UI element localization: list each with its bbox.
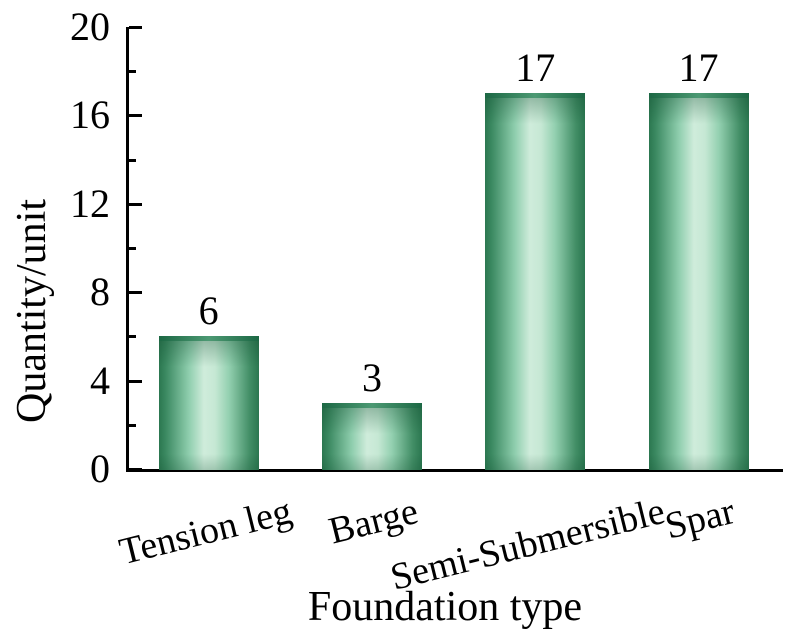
y-tick-major (129, 26, 142, 29)
y-tick-label: 8 (90, 269, 110, 315)
y-tick-major (129, 468, 142, 471)
bar-cap (321, 402, 422, 408)
bar-sheen-top (321, 407, 422, 434)
x-category-label: Barge (324, 490, 422, 553)
y-tick-label: 4 (90, 357, 110, 403)
x-axis-title: Foundation type (307, 584, 583, 630)
bar-sheen-bottom (158, 453, 259, 470)
bar (648, 93, 749, 470)
bar-value-label: 3 (361, 354, 382, 400)
y-tick-label: 16 (70, 92, 110, 138)
y-tick-minor (129, 70, 136, 74)
bar (321, 402, 422, 470)
bar-value-label: 17 (678, 45, 719, 91)
bar-sheen-bottom (485, 453, 586, 470)
x-category-label: Spar (661, 490, 740, 548)
bar-cap (158, 336, 259, 342)
bar-value-label: 17 (515, 45, 556, 91)
y-tick-major (129, 379, 142, 383)
y-tick-minor (129, 158, 136, 162)
bar-cap (485, 93, 586, 99)
bar-sheen-top (158, 341, 259, 368)
y-tick-label: 20 (70, 4, 110, 49)
bar-sheen-top (485, 98, 586, 125)
y-axis-spine (126, 27, 129, 472)
bar-sheen-bottom (321, 453, 422, 470)
y-tick-minor (129, 247, 136, 250)
bar-value-label: 6 (198, 288, 219, 334)
y-tick-major (129, 291, 142, 295)
x-axis-spine (126, 469, 783, 472)
y-tick-minor (129, 423, 136, 427)
y-tick-label: 12 (70, 180, 110, 226)
x-category-label: Tension leg (115, 490, 296, 574)
bar-cap (648, 93, 749, 99)
x-category-label: Semi-Submersible (386, 490, 669, 599)
bar-sheen-top (648, 98, 749, 125)
bar (485, 93, 586, 470)
y-tick-major (129, 114, 142, 118)
bar-sheen-bottom (648, 453, 749, 470)
y-tick-major (129, 202, 142, 206)
bar (158, 336, 259, 470)
y-tick-label: 0 (90, 446, 110, 491)
y-tick-minor (129, 335, 136, 339)
